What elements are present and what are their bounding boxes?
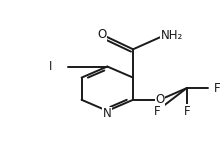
Text: NH₂: NH₂ xyxy=(161,29,183,42)
Text: I: I xyxy=(49,60,52,73)
Text: O: O xyxy=(97,28,106,41)
Text: N: N xyxy=(103,107,112,120)
Text: F: F xyxy=(183,105,190,118)
Text: O: O xyxy=(155,93,165,106)
Text: F: F xyxy=(153,105,160,118)
Text: F: F xyxy=(214,82,220,95)
